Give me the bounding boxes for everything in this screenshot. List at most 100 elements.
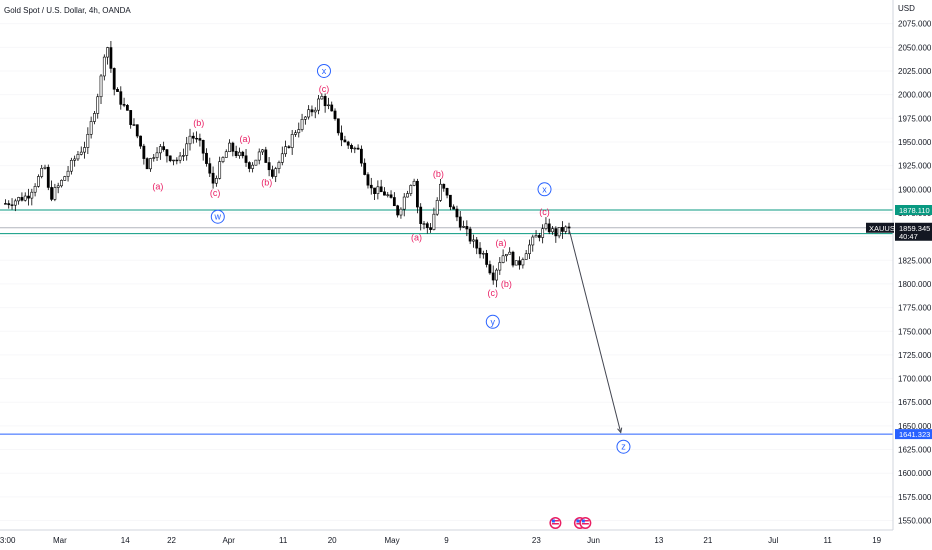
candle-body (396, 205, 400, 216)
candles (4, 40, 571, 288)
candle-body (165, 149, 169, 157)
time-axis[interactable] (0, 530, 932, 550)
candle-body (317, 98, 320, 111)
candle-body (458, 216, 462, 228)
candle-body (264, 149, 268, 163)
candle-body (112, 68, 116, 90)
x-tick-label: May (384, 536, 399, 545)
x-tick-label: 11 (824, 536, 833, 545)
wave-label: (c) (488, 288, 499, 298)
wave-circle-label: w (214, 212, 222, 222)
flag-canton (581, 519, 585, 523)
grid (0, 23, 893, 522)
candle-body (366, 174, 370, 186)
us-flag-event-icon[interactable] (549, 517, 562, 529)
chart-title: Gold Spot / U.S. Dollar, 4h, OANDA (4, 6, 131, 15)
x-tick-label: 9 (444, 536, 449, 545)
candle-body (261, 149, 264, 153)
candle-body (429, 227, 432, 230)
candle-body (214, 178, 218, 184)
candle-body (221, 157, 225, 162)
candle-body (60, 180, 63, 187)
candle-body (557, 227, 561, 237)
candle-body (409, 185, 413, 194)
candle-body (300, 118, 304, 130)
candle-body (310, 109, 314, 113)
candle-body (537, 235, 541, 238)
candle-body (274, 168, 278, 177)
candle-body (63, 176, 67, 181)
x-tick-label: 22 (167, 536, 176, 545)
current-price-tag (895, 222, 932, 241)
candle-body (435, 200, 439, 215)
candle-body (528, 244, 531, 255)
candle-body (231, 142, 235, 152)
candle-body (172, 159, 175, 162)
flag-stripe (581, 520, 589, 522)
x-tick-label: 13 (654, 536, 663, 545)
y-tick-label: 2000.000 (898, 91, 932, 100)
candle-body (392, 197, 396, 207)
wave-circle (210, 209, 225, 224)
candle-body (448, 194, 452, 208)
candle-body (327, 104, 330, 107)
candle-body (102, 56, 106, 77)
candle-body (251, 164, 255, 169)
y-tick-label: 1700.000 (898, 375, 932, 384)
candle-body (280, 153, 284, 163)
candle-body (244, 155, 248, 163)
candle-body (182, 155, 185, 157)
flag-stripe (581, 523, 589, 525)
candle-body (376, 186, 380, 194)
candle-body (323, 96, 327, 107)
flag-stripe (551, 520, 559, 522)
candle-body (379, 186, 383, 193)
event-flags[interactable] (549, 517, 592, 529)
wave-label: (b) (433, 169, 444, 179)
projection-arrow[interactable] (568, 228, 623, 434)
wave-circle (537, 182, 552, 197)
candle-body (508, 251, 512, 255)
candle-body (412, 180, 416, 186)
candle-body (79, 151, 83, 155)
candle-body (119, 91, 123, 105)
candle-body (4, 203, 7, 205)
price-axis[interactable] (893, 0, 932, 550)
candle-body (472, 239, 475, 242)
wave-circle (485, 314, 500, 329)
x-tick-label: Apr (222, 536, 235, 545)
candle-body (228, 142, 231, 153)
candle-body (389, 194, 393, 198)
candle-body (66, 170, 70, 177)
projection-line[interactable] (568, 228, 622, 433)
us-flag-event-icon[interactable] (579, 517, 592, 529)
candle-body (307, 109, 311, 118)
horizontal-levels[interactable] (0, 209, 893, 435)
candle-body (353, 147, 357, 150)
y-tick-label: 1900.000 (898, 185, 932, 194)
candle-body (524, 253, 528, 260)
candle-body (145, 158, 149, 170)
candle-body (109, 47, 113, 69)
candle-body (188, 135, 192, 145)
candle-body (168, 155, 172, 162)
candle-body (452, 206, 456, 210)
candle-body (76, 154, 80, 160)
candle-body (56, 185, 60, 188)
y-tick-label: 1775.000 (898, 304, 932, 313)
x-tick-label: 19 (872, 536, 881, 545)
x-tick-label: 14 (121, 536, 130, 545)
candle-body (238, 151, 241, 157)
candle-body (406, 193, 409, 198)
x-tick-label: 13:00 (0, 536, 16, 545)
candle-body (50, 187, 53, 200)
level-price-text: 1878.110 (899, 206, 930, 215)
wave-circle-label: y (491, 317, 496, 327)
candle-body (419, 206, 423, 224)
y-tick-label: 1800.000 (898, 280, 932, 289)
candle-body (175, 159, 179, 162)
candle-body (122, 104, 126, 106)
candle-body (254, 159, 258, 166)
y-tick-label: 1975.000 (898, 114, 932, 123)
